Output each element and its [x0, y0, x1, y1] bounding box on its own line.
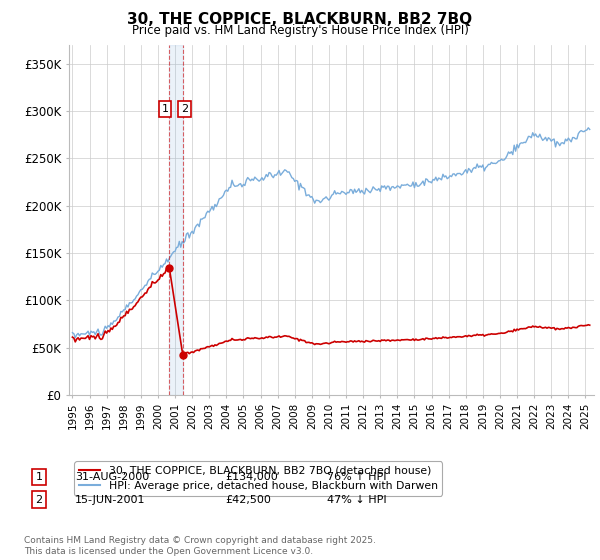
- Text: 31-AUG-2000: 31-AUG-2000: [75, 472, 149, 482]
- Text: £134,000: £134,000: [225, 472, 278, 482]
- Text: 47% ↓ HPI: 47% ↓ HPI: [327, 494, 386, 505]
- Bar: [169, 45, 183, 395]
- Text: 30, THE COPPICE, BLACKBURN, BB2 7BQ: 30, THE COPPICE, BLACKBURN, BB2 7BQ: [127, 12, 473, 27]
- Text: 2: 2: [35, 494, 43, 505]
- Text: Contains HM Land Registry data © Crown copyright and database right 2025.
This d: Contains HM Land Registry data © Crown c…: [24, 536, 376, 556]
- Text: 2: 2: [181, 104, 188, 114]
- Text: 76% ↑ HPI: 76% ↑ HPI: [327, 472, 386, 482]
- Text: 15-JUN-2001: 15-JUN-2001: [75, 494, 146, 505]
- Text: £42,500: £42,500: [225, 494, 271, 505]
- Text: 1: 1: [161, 104, 169, 114]
- Text: Price paid vs. HM Land Registry's House Price Index (HPI): Price paid vs. HM Land Registry's House …: [131, 24, 469, 37]
- Legend: 30, THE COPPICE, BLACKBURN, BB2 7BQ (detached house), HPI: Average price, detach: 30, THE COPPICE, BLACKBURN, BB2 7BQ (det…: [74, 461, 442, 496]
- Text: 1: 1: [35, 472, 43, 482]
